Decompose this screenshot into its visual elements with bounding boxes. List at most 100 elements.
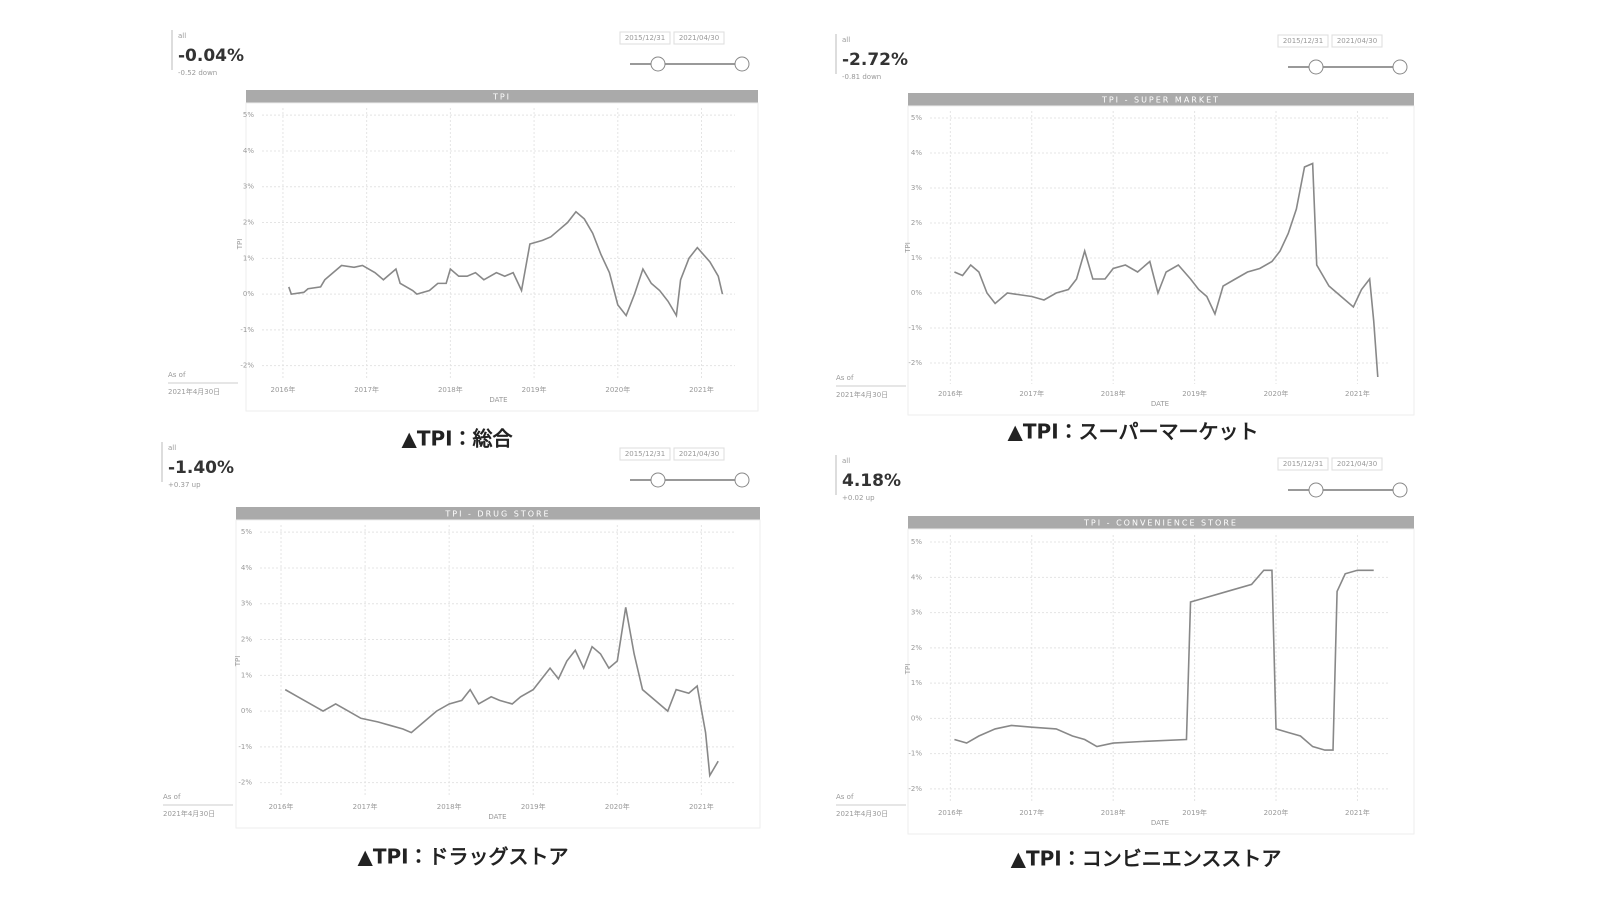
slider-handle[interactable]	[734, 56, 750, 72]
x-tick-label: 2021年	[689, 802, 714, 811]
y-tick-label: 4%	[911, 573, 922, 581]
date-from[interactable]: 2015/12/31	[1283, 460, 1323, 468]
y-tick-label: 2%	[911, 219, 922, 227]
date-from-box[interactable]	[1277, 34, 1329, 48]
chart-frame	[907, 105, 1415, 416]
x-tick-label: 2021年	[689, 385, 714, 394]
x-tick-label: 2016年	[938, 389, 963, 398]
y-tick-label: 4%	[911, 149, 922, 157]
slider-handle[interactable]	[1392, 59, 1408, 75]
x-tick-label: 2021年	[1345, 389, 1370, 398]
y-axis-label: TPI	[904, 242, 912, 254]
kpi-label: all	[842, 457, 850, 465]
date-to-box[interactable]	[673, 447, 725, 461]
y-tick-label: 3%	[241, 600, 252, 608]
date-to[interactable]: 2021/04/30	[679, 34, 719, 42]
y-tick-label: 5%	[241, 528, 252, 536]
x-tick-label: 2018年	[1101, 808, 1126, 817]
x-tick-label: 2019年	[1182, 808, 1207, 817]
y-tick-label: 2%	[243, 219, 254, 227]
y-tick-label: 4%	[241, 564, 252, 572]
kpi-label: all	[178, 32, 186, 40]
y-tick-label: 3%	[911, 609, 922, 617]
title-bar	[246, 90, 758, 103]
date-to-box[interactable]	[1331, 457, 1383, 471]
date-from-box[interactable]	[1277, 457, 1329, 471]
y-tick-label: -2%	[908, 785, 922, 793]
chart-title: TPI - CONVENIENCE STORE	[1083, 519, 1238, 528]
date-to-box[interactable]	[1331, 34, 1383, 48]
as-of-date: 2021年4月30日	[836, 809, 888, 818]
date-to[interactable]: 2021/04/30	[1337, 460, 1377, 468]
slider-handle[interactable]	[650, 472, 666, 488]
title-bar	[908, 93, 1414, 106]
y-tick-label: 2%	[911, 644, 922, 652]
x-tick-label: 2019年	[521, 802, 546, 811]
x-tick-label: 2019年	[1182, 389, 1207, 398]
date-from-box[interactable]	[619, 447, 671, 461]
data-line	[288, 210, 724, 319]
as-of-label: As of	[836, 374, 854, 382]
y-tick-label: 0%	[911, 714, 922, 722]
date-from[interactable]: 2015/12/31	[1283, 37, 1323, 45]
title-bar	[236, 507, 760, 520]
date-from-box[interactable]	[619, 31, 671, 45]
x-tick-label: 2020年	[1264, 389, 1289, 398]
y-axis-label: TPI	[904, 664, 912, 676]
slider-handle[interactable]	[1308, 59, 1324, 75]
date-from[interactable]: 2015/12/31	[625, 450, 665, 458]
y-tick-label: 0%	[241, 707, 252, 715]
y-tick-label: 0%	[243, 290, 254, 298]
x-tick-label: 2020年	[605, 385, 630, 394]
x-tick-label: 2018年	[438, 385, 463, 394]
y-axis-label: TPI	[236, 239, 244, 251]
kpi-label: all	[842, 36, 850, 44]
x-axis-label: DATE	[1151, 400, 1169, 408]
data-line	[284, 607, 719, 779]
x-tick-label: 2018年	[1101, 389, 1126, 398]
chart-title: TPI	[492, 93, 511, 102]
y-tick-label: 1%	[911, 679, 922, 687]
kpi-change: -0.52 down	[178, 69, 217, 77]
date-from[interactable]: 2015/12/31	[625, 34, 665, 42]
y-tick-label: -1%	[908, 750, 922, 758]
y-tick-label: -1%	[238, 743, 252, 751]
chart-title: TPI - DRUG STORE	[444, 510, 550, 519]
y-tick-label: 1%	[911, 254, 922, 262]
y-tick-label: -2%	[238, 779, 252, 787]
y-axis-label: TPI	[234, 656, 242, 668]
chart-frame	[235, 519, 761, 829]
kpi-value: 4.18%	[842, 471, 901, 491]
x-tick-label: 2017年	[1019, 389, 1044, 398]
x-tick-label: 2020年	[605, 802, 630, 811]
slider-handle[interactable]	[1308, 482, 1324, 498]
chart-frame	[245, 102, 759, 412]
as-of-label: As of	[168, 371, 186, 379]
x-axis-label: DATE	[488, 813, 506, 821]
chart-title: TPI - SUPER MARKET	[1101, 96, 1220, 105]
x-tick-label: 2020年	[1264, 808, 1289, 817]
as-of-label: As of	[163, 793, 181, 801]
x-tick-label: 2021年	[1345, 808, 1370, 817]
slider-handle[interactable]	[734, 472, 750, 488]
slider-handle[interactable]	[1392, 482, 1408, 498]
y-tick-label: 3%	[911, 184, 922, 192]
y-tick-label: 2%	[241, 636, 252, 644]
kpi-value: -1.40%	[168, 458, 234, 478]
as-of-date: 2021年4月30日	[168, 387, 220, 396]
y-tick-label: -1%	[908, 324, 922, 332]
date-to[interactable]: 2021/04/30	[679, 450, 719, 458]
kpi-change: +0.37 up	[168, 481, 201, 489]
kpi-label: all	[168, 444, 176, 452]
title-bar	[908, 516, 1414, 529]
caption: ▲TPI：ドラッグストア	[357, 845, 568, 869]
y-tick-label: -2%	[908, 359, 922, 367]
x-tick-label: 2017年	[1019, 808, 1044, 817]
y-tick-label: 5%	[911, 538, 922, 546]
slider-handle[interactable]	[650, 56, 666, 72]
x-tick-label: 2017年	[353, 802, 378, 811]
date-to[interactable]: 2021/04/30	[1337, 37, 1377, 45]
x-tick-label: 2016年	[269, 802, 294, 811]
date-to-box[interactable]	[673, 31, 725, 45]
